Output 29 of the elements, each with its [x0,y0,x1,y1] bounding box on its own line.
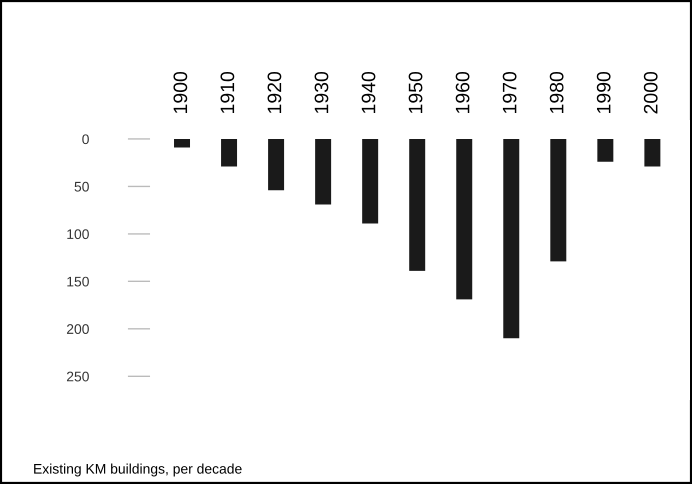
bar [644,138,660,167]
x-tick-label: 1990 [596,72,611,113]
bar [503,138,520,338]
bar [362,138,378,224]
bar [315,138,332,204]
x-tick-label: 1900 [173,72,188,113]
x-tick-label: 1930 [314,72,328,113]
y-tick-label: 200 [66,324,89,334]
bar [456,138,472,300]
y-tick-label: 0 [82,134,89,144]
y-tick-label: 150 [67,276,89,287]
x-tick-label: 1940 [362,72,376,113]
x-tick-label: 1910 [220,72,234,113]
y-tick-label: 50 [74,182,89,192]
bar [174,138,190,148]
bar [409,138,426,271]
x-tick-label: 1920 [268,72,282,113]
bar [550,138,566,262]
x-tick-label: 1980 [550,72,564,113]
x-tick-label: 2000 [644,72,658,114]
text: Existing KM buildings, per decade [34,464,242,476]
bar [597,138,614,162]
y-tick-label: 250 [66,372,89,382]
x-tick-label: 1950 [408,72,422,113]
bar [221,138,238,167]
x-tick-label: 1960 [456,72,470,113]
y-tick-label: 100 [67,229,89,240]
x-tick-label: 1970 [502,72,516,113]
bar [268,138,284,190]
